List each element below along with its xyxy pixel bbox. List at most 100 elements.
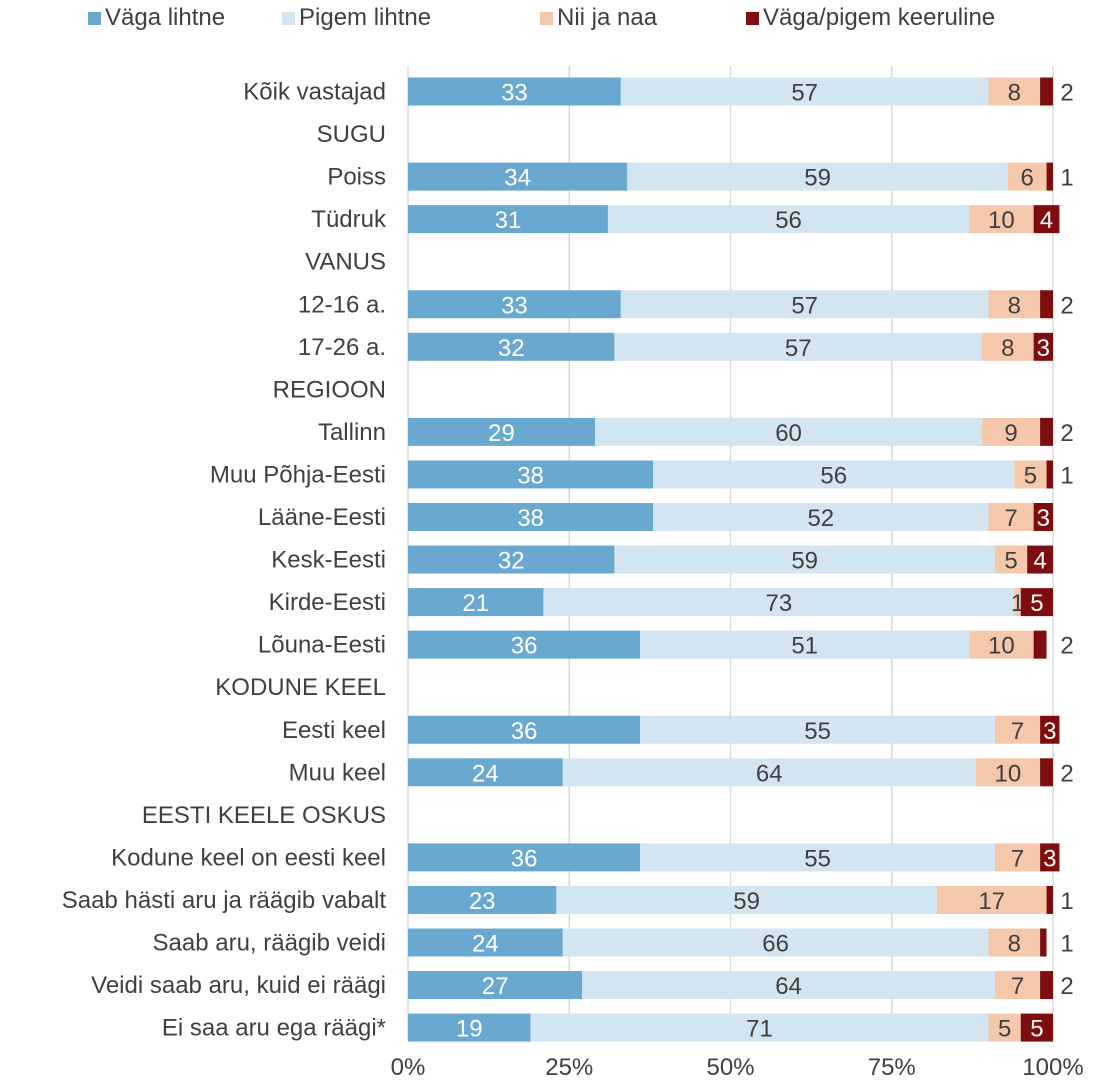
- x-tick-label: 0%: [391, 1054, 426, 1081]
- bar-segment: [1046, 885, 1053, 914]
- legend-swatch-pigem-lihtne: [282, 11, 295, 25]
- data-label: 59: [791, 548, 818, 575]
- data-label: 36: [511, 845, 538, 872]
- bar-segment: [627, 162, 1008, 191]
- bar-segment: [408, 290, 621, 319]
- bar-segment: [1033, 332, 1053, 361]
- group-header-label: SUGU: [317, 121, 386, 148]
- x-tick-label: 50%: [706, 1054, 754, 1081]
- bar-segment: [988, 503, 1034, 531]
- data-label: 23: [469, 888, 496, 915]
- bar-segment: [1007, 162, 1047, 191]
- data-label: 3: [1043, 718, 1056, 745]
- legend-item-vaga-lihtne: Väga lihtne: [88, 4, 225, 32]
- data-label: 5: [1030, 1016, 1043, 1043]
- legend-label: Nii ja naa: [557, 4, 658, 31]
- bar-segment: [1040, 843, 1060, 872]
- bar-segment: [1033, 503, 1053, 531]
- data-label: 3: [1043, 845, 1056, 872]
- bar-segment: [1040, 290, 1053, 319]
- bar-segment: [620, 290, 989, 319]
- data-label: 64: [756, 760, 783, 787]
- legend-label: Pigem lihtne: [299, 4, 432, 31]
- bar-segment: [408, 503, 654, 531]
- data-label: 24: [472, 760, 499, 787]
- bar-segment: [562, 928, 989, 957]
- bar-segment: [653, 503, 989, 531]
- data-label: 19: [456, 1016, 483, 1043]
- bar-segment: [988, 928, 1041, 957]
- bar-segment: [408, 205, 608, 234]
- data-label: 2: [1060, 973, 1073, 1000]
- row-label: Lääne-Eesti: [258, 504, 386, 531]
- row-label: 17-26 a.: [298, 334, 386, 361]
- legend-item-pigem-lihtne: Pigem lihtne: [282, 4, 431, 32]
- bar-segment: [1040, 77, 1053, 106]
- data-label: 59: [733, 888, 760, 915]
- data-label: 5: [1024, 462, 1037, 489]
- data-label: 10: [988, 207, 1015, 234]
- bar-segment: [408, 332, 615, 361]
- row-label: Muu keel: [289, 759, 386, 786]
- bar-segment: [1040, 971, 1053, 1000]
- row-label: Muu Põhja-Eesti: [210, 461, 386, 488]
- data-label: 55: [804, 845, 831, 872]
- row-label: Ei saa aru ega räägi*: [162, 1015, 386, 1042]
- data-label: 38: [517, 462, 544, 489]
- data-label: 2: [1060, 633, 1073, 660]
- bar-segment: [994, 971, 1041, 1000]
- row-label: Kodune keel on eesti keel: [111, 844, 386, 871]
- legend-swatch-vaga-lihtne: [88, 11, 101, 25]
- bar-segment: [408, 1013, 531, 1042]
- chart-legend: Väga lihtne Pigem lihtne Nii ja naa Väga…: [0, 4, 1094, 40]
- data-label: 36: [511, 718, 538, 745]
- data-label: 52: [807, 505, 834, 532]
- data-label: 55: [804, 718, 831, 745]
- bar-segment: [1027, 545, 1053, 574]
- data-label: 2: [1060, 80, 1073, 107]
- data-label: 2: [1060, 292, 1073, 319]
- bar-segment: [408, 162, 628, 191]
- data-label: 2: [1060, 760, 1073, 787]
- data-label: 7: [1004, 505, 1017, 532]
- data-label: 3: [1037, 505, 1050, 532]
- bar-segment: [607, 205, 970, 234]
- bar-segment: [408, 715, 641, 744]
- bar-segment: [408, 971, 583, 1000]
- bar-segment: [408, 588, 544, 617]
- bar-segment: [936, 885, 1047, 914]
- row-label: Tallinn: [318, 419, 386, 446]
- bar-segment: [640, 630, 970, 659]
- data-label: 2: [1060, 420, 1073, 447]
- bar-segment: [408, 545, 615, 574]
- data-label: 59: [804, 165, 831, 192]
- bar-segment: [408, 885, 557, 914]
- data-label: 27: [482, 973, 509, 1000]
- legend-label: Väga/pigem keeruline: [763, 4, 996, 31]
- data-label: 1: [1060, 888, 1073, 915]
- data-label: 57: [791, 292, 818, 319]
- data-label: 29: [488, 420, 515, 447]
- legend-item-vaga-pigem-keeruline: Väga/pigem keeruline: [746, 4, 995, 32]
- bar-segment: [408, 843, 641, 872]
- bar-segment: [1046, 162, 1053, 191]
- bar-segment: [408, 460, 654, 489]
- group-header-label: KODUNE KEEL: [215, 674, 386, 701]
- bar-segment: [969, 630, 1034, 659]
- bar-segment: [1040, 417, 1053, 446]
- data-label: 34: [504, 165, 531, 192]
- bar-segment: [1033, 205, 1060, 234]
- bar-segment: [975, 758, 1041, 787]
- data-label: 10: [994, 760, 1021, 787]
- x-tick-label: 75%: [868, 1054, 916, 1081]
- data-label: 60: [775, 420, 802, 447]
- row-label: Veidi saab aru, kuid ei räägi: [91, 972, 386, 999]
- bar-segment: [969, 205, 1034, 234]
- bar-segment: [614, 332, 983, 361]
- row-label: Eesti keel: [282, 717, 386, 744]
- data-label: 8: [1008, 80, 1021, 107]
- data-label: 4: [1040, 207, 1053, 234]
- bar-segment: [653, 460, 1015, 489]
- data-label: 51: [791, 633, 818, 660]
